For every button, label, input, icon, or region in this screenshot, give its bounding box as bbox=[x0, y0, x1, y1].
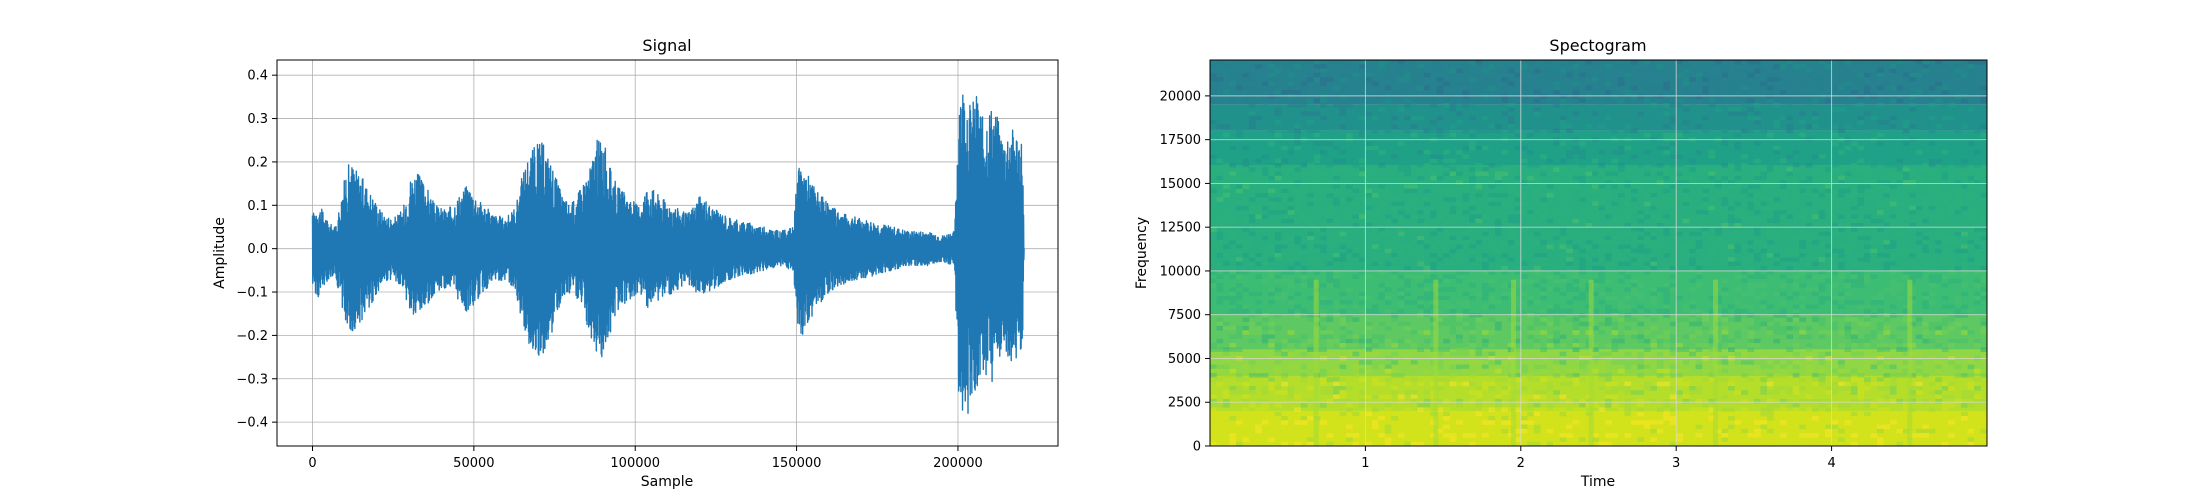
spectrogram-x-tick-label: 3 bbox=[1672, 456, 1680, 471]
spectrogram-y-tick-label: 0 bbox=[1193, 440, 1201, 455]
signal-y-tick-label: −0.3 bbox=[236, 372, 268, 387]
spectrogram-x-label: Time bbox=[1580, 474, 1615, 490]
signal-title: Signal bbox=[642, 36, 691, 55]
signal-y-ticks: −0.4 −0.3 −0.2 −0.1 0.0 0.1 0.2 0.3 0.4 bbox=[236, 69, 277, 431]
signal-x-label: Sample bbox=[641, 474, 694, 490]
spectrogram-x-tick-label: 4 bbox=[1827, 456, 1835, 471]
spectrogram-image bbox=[1210, 60, 1987, 446]
spectrogram-y-label: Frequency bbox=[1134, 217, 1150, 289]
spectrogram-onset bbox=[1713, 279, 1719, 446]
signal-x-tick-label: 100000 bbox=[610, 456, 660, 471]
spectrogram-y-tick-label: 15000 bbox=[1160, 177, 1201, 192]
spectrogram-grid bbox=[1210, 60, 1987, 447]
spectrogram-y-tick-label: 5000 bbox=[1168, 352, 1201, 367]
spectrogram-y-tick-label: 2500 bbox=[1168, 396, 1201, 411]
signal-axes-frame bbox=[276, 59, 1059, 447]
spectrogram-onset bbox=[1588, 279, 1594, 446]
spectrogram-y-ticks: 0 2500 5000 7500 10000 12500 15000 17500 20000 bbox=[1160, 89, 1210, 455]
spectrogram-y-tick-label: 7500 bbox=[1168, 308, 1201, 323]
spectrogram-x-ticks: 1 2 3 4 bbox=[1361, 446, 1836, 471]
signal-x-tick-label: 150000 bbox=[772, 456, 822, 471]
signal-x-tick-label: 200000 bbox=[933, 456, 983, 471]
spectrogram-onset bbox=[1313, 279, 1319, 446]
spectrogram-y-tick-label: 17500 bbox=[1160, 133, 1201, 148]
signal-x-tick-label: 0 bbox=[308, 456, 316, 471]
signal-x-tick-label: 50000 bbox=[453, 456, 494, 471]
spectrogram-axes-frame bbox=[1209, 59, 1988, 447]
signal-y-tick-label: 0.1 bbox=[247, 199, 268, 214]
spectrogram-onset bbox=[1511, 279, 1517, 446]
spectrogram-x-tick-label: 2 bbox=[1517, 456, 1525, 471]
spectrogram-x-tick-label: 1 bbox=[1361, 456, 1369, 471]
signal-y-tick-label: −0.1 bbox=[236, 286, 268, 301]
spectrogram-texture bbox=[1210, 60, 1987, 446]
spectrogram-y-tick-label: 20000 bbox=[1160, 89, 1201, 104]
signal-y-tick-label: 0.4 bbox=[247, 69, 268, 84]
signal-plot-area bbox=[311, 94, 1025, 414]
signal-y-tick-label: −0.4 bbox=[236, 416, 268, 431]
signal-x-ticks: 0 50000 100000 150000 200000 bbox=[308, 446, 983, 471]
signal-y-tick-label: 0.2 bbox=[247, 155, 268, 170]
signal-y-tick-label: 0.0 bbox=[247, 242, 268, 257]
spectrogram-onset bbox=[1907, 279, 1913, 446]
spectrogram-y-tick-label: 10000 bbox=[1160, 264, 1201, 279]
spectrogram-title: Spectogram bbox=[1549, 36, 1646, 55]
spectrogram-onset bbox=[1433, 279, 1439, 446]
spectrogram-y-tick-label: 12500 bbox=[1160, 221, 1201, 236]
signal-subplot: Signal 0 50000 100000 150000 200000 −0.4 −0.3… bbox=[212, 36, 1059, 490]
signal-y-label: Amplitude bbox=[212, 217, 228, 289]
spectrogram-subplot: Spectogram 1 2 3 4 0 2500 5000 7500 10000 12500 1… bbox=[1134, 36, 1988, 490]
signal-waveform bbox=[311, 94, 1025, 414]
signal-y-tick-label: −0.2 bbox=[236, 329, 268, 344]
signal-y-tick-label: 0.3 bbox=[247, 112, 268, 127]
